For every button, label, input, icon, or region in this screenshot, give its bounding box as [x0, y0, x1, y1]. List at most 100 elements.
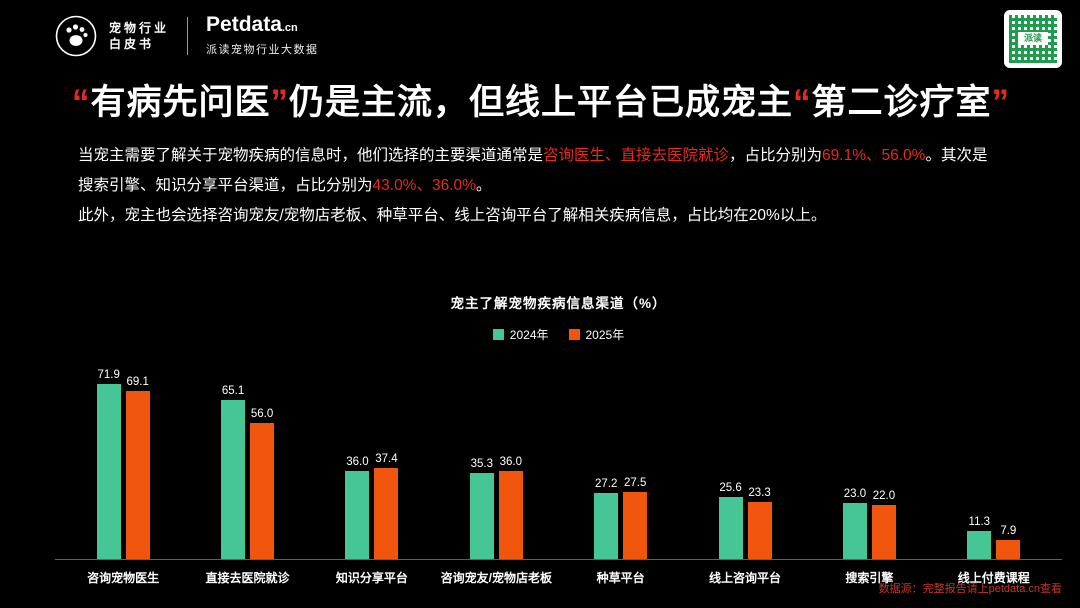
bar [125, 390, 150, 559]
chart-plot: 71.9 69.1 咨询宠物医生 65.1 56.0 直接去医院就诊 36.0 37.4 知识分… [55, 347, 1062, 586]
bar-value-label: 23.3 [748, 487, 771, 500]
legend-swatch [492, 329, 504, 340]
brand-name: Petdata.cn [206, 14, 319, 39]
legend-label: 2024年 [509, 328, 549, 342]
bar-wrap: 36.0 [345, 456, 370, 559]
bar [469, 472, 494, 559]
bar [718, 496, 743, 559]
bar [250, 422, 275, 559]
logo-line2: 白皮书 [109, 36, 155, 51]
bar-wrap: 69.1 [125, 375, 150, 559]
qr-label: 派读 [1018, 32, 1048, 45]
bar [221, 400, 246, 559]
bar [967, 531, 992, 559]
bar-value-label: 69.1 [126, 375, 149, 388]
bar-wrap: 22.0 [871, 490, 896, 559]
header-divider [187, 16, 189, 55]
intro-line: 此外，宠主也会选择咨询宠友/宠物店老板、种草平台、线上咨询平台了解相关疾病信息，… [78, 201, 1018, 231]
title-segment: ” [270, 83, 290, 122]
category-label: 搜索引擎 [845, 571, 894, 585]
intro-segment: ，占比分别为 [729, 147, 823, 164]
bar-wrap: 23.0 [842, 488, 867, 559]
bar-group: 11.3 7.9 线上付费课程 [932, 347, 1056, 586]
bar-value-label: 71.9 [97, 368, 120, 381]
intro-segment: 。 [475, 177, 492, 194]
bar-group: 65.1 56.0 直接去医院就诊 [185, 347, 309, 586]
header: 宠物行业 白皮书 Petdata.cn 派读宠物行业大数据 [55, 14, 319, 57]
legend-item: 2024年 [492, 326, 549, 343]
bar [871, 505, 896, 559]
title-segment: “ [72, 83, 91, 122]
x-axis-baseline [55, 559, 1062, 560]
logo-line1: 宠物行业 [109, 20, 170, 35]
bar-value-label: 27.5 [623, 476, 647, 489]
bar [374, 467, 399, 559]
qr-code: 派读 [1004, 10, 1062, 68]
brand-subtitle: 派读宠物行业大数据 [206, 44, 319, 56]
title-segment: ” [991, 83, 1011, 122]
title-segment: “ [793, 83, 812, 122]
bar-pair: 71.9 69.1 [96, 347, 150, 559]
bar-wrap: 56.0 [250, 407, 275, 559]
legend-swatch [568, 329, 580, 340]
bar-value-label: 37.4 [375, 452, 398, 465]
bar [345, 471, 370, 559]
bar-group: 25.6 23.3 线上咨询平台 [683, 347, 807, 586]
chart-title: 宠主了解宠物疾病信息渠道（%） [450, 296, 667, 311]
intro-segment: 搜索引擎、知识分享平台渠道，占比分别为 [78, 177, 373, 194]
bar-value-label: 25.6 [719, 481, 742, 494]
bar-pair: 23.0 22.0 [842, 347, 896, 559]
intro-segment: 当宠主需要了解关于宠物疾病的信息时，他们选择的主要渠道通常是 [78, 147, 544, 164]
brand-suffix: .cn [281, 22, 298, 34]
bar-value-label: 56.0 [250, 407, 274, 420]
bar-pair: 65.1 56.0 [221, 347, 275, 559]
bar-value-label: 36.0 [346, 456, 369, 469]
category-label: 咨询宠物医生 [87, 571, 160, 585]
bar-group: 27.2 27.5 种草平台 [559, 347, 683, 586]
logo-title: 宠物行业 白皮书 [109, 20, 169, 52]
bar-wrap: 36.0 [498, 456, 523, 559]
bar-pair: 27.2 27.5 [594, 347, 648, 559]
brand-block: Petdata.cn 派读宠物行业大数据 [206, 14, 319, 57]
qr-pattern: 派读 [1009, 15, 1057, 63]
bar-pair: 36.0 37.4 [345, 347, 399, 559]
intro-paragraph: 当宠主需要了解关于宠物疾病的信息时，他们选择的主要渠道通常是咨询医生、直接去医院… [78, 141, 1018, 231]
bar-value-label: 35.3 [470, 457, 493, 470]
paw-logo-icon [55, 15, 97, 57]
bar-pair: 35.3 36.0 [469, 347, 523, 559]
bar [96, 383, 121, 559]
intro-segment: 此外，宠主也会选择咨询宠友/宠物店老板、种草平台、线上咨询平台了解相关疾病信息，… [78, 207, 827, 224]
bar-group: 71.9 69.1 咨询宠物医生 [61, 347, 185, 586]
bar [623, 491, 648, 559]
chart-legend: 2024年 2025年 [55, 326, 1062, 343]
category-label: 咨询宠友/宠物店老板 [440, 571, 552, 585]
bar-value-label: 7.9 [1000, 524, 1017, 537]
bar [594, 492, 619, 559]
source-note: 数据源：完整报告请上petdata.cn查看 [878, 583, 1062, 595]
title-segment: 仍是主流，但线上平台已成宠主 [289, 83, 794, 122]
intro-segment: 咨询医生、直接去医院就诊 [543, 147, 730, 164]
bar-wrap: 27.2 [594, 477, 619, 559]
intro-line: 搜索引擎、知识分享平台渠道，占比分别为43.0%、36.0%。 [78, 171, 1018, 201]
bar-wrap: 7.9 [996, 524, 1021, 559]
legend-item: 2025年 [568, 326, 625, 343]
bar [842, 502, 867, 559]
intro-segment: 69.1%、56.0% [822, 147, 926, 164]
bar-wrap: 25.6 [718, 481, 743, 559]
bar-wrap: 37.4 [374, 452, 399, 559]
bar-chart: 宠主了解宠物疾病信息渠道（%） 2024年 2025年 71.9 69.1 咨询宠物医… [55, 292, 1062, 586]
page-title: “有病先问医”仍是主流，但线上平台已成宠主“第二诊疗室” [72, 74, 1052, 125]
bar-value-label: 36.0 [499, 456, 522, 469]
bar-value-label: 27.2 [594, 477, 618, 490]
legend-label: 2025年 [585, 328, 625, 342]
bar-group: 36.0 37.4 知识分享平台 [310, 347, 434, 586]
bar-wrap: 27.5 [623, 476, 648, 559]
bar [498, 471, 523, 559]
title-segment: 第二诊疗室 [811, 83, 992, 122]
bar-wrap: 11.3 [967, 516, 992, 559]
bar-value-label: 11.3 [968, 516, 991, 529]
bar-wrap: 71.9 [96, 368, 121, 559]
intro-line: 当宠主需要了解关于宠物疾病的信息时，他们选择的主要渠道通常是咨询医生、直接去医院… [78, 141, 1018, 171]
bar-value-label: 22.0 [872, 490, 896, 503]
bar-group: 23.0 22.0 搜索引擎 [807, 347, 931, 586]
